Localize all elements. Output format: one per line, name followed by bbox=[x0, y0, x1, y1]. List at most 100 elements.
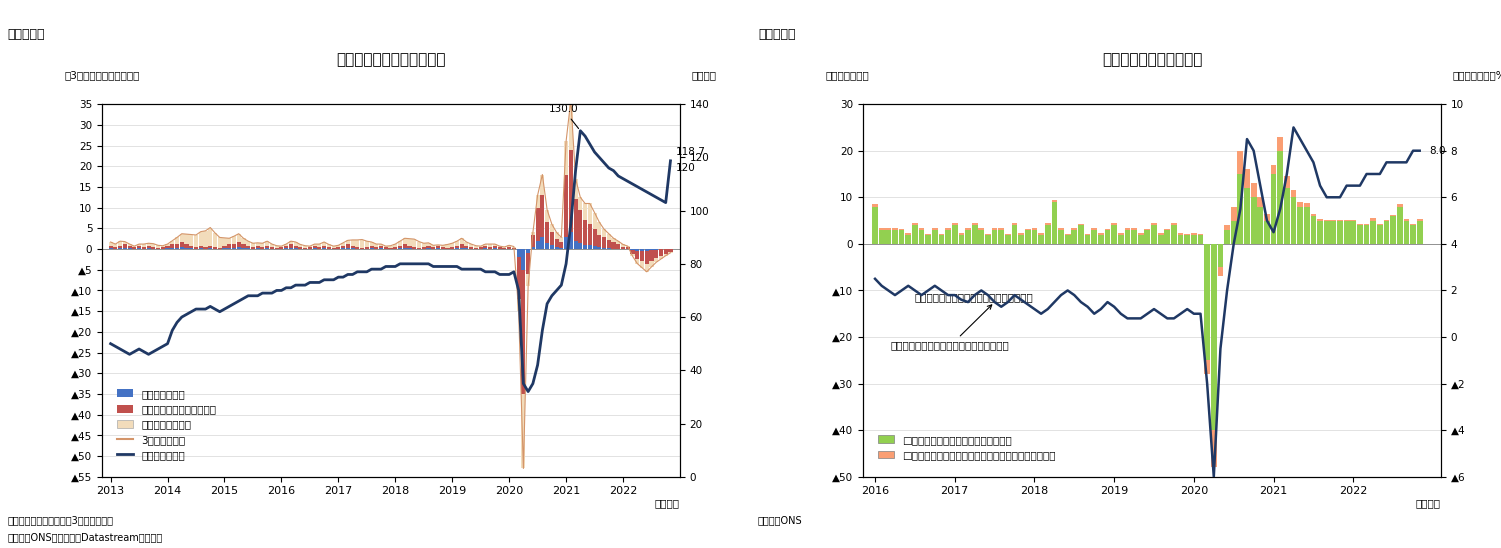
Bar bbox=[369, 242, 374, 246]
Bar bbox=[1132, 227, 1136, 230]
Bar bbox=[545, 243, 549, 249]
Bar bbox=[1376, 224, 1382, 225]
Bar bbox=[384, 247, 387, 249]
Bar bbox=[422, 243, 426, 247]
Bar bbox=[1225, 225, 1229, 230]
Bar bbox=[327, 244, 330, 247]
Bar bbox=[1124, 227, 1130, 230]
Bar bbox=[407, 246, 411, 248]
Bar bbox=[545, 222, 549, 243]
Bar bbox=[588, 224, 591, 245]
Bar bbox=[1165, 229, 1171, 230]
Bar bbox=[147, 243, 150, 246]
Bar bbox=[630, 250, 635, 254]
Bar bbox=[384, 246, 387, 247]
Bar bbox=[611, 242, 615, 249]
Bar bbox=[242, 238, 246, 244]
Bar bbox=[905, 235, 911, 244]
Bar bbox=[1277, 136, 1283, 151]
Bar bbox=[279, 247, 284, 249]
Bar bbox=[639, 261, 644, 267]
Bar bbox=[222, 238, 227, 246]
Bar bbox=[540, 195, 545, 237]
Bar bbox=[161, 247, 165, 249]
Bar bbox=[176, 237, 179, 244]
Bar bbox=[233, 244, 236, 248]
Bar bbox=[1072, 230, 1078, 244]
Bar bbox=[1124, 230, 1130, 244]
Bar bbox=[251, 247, 255, 249]
Bar bbox=[1178, 233, 1183, 235]
Bar bbox=[483, 248, 488, 249]
Bar bbox=[341, 248, 345, 249]
Bar bbox=[521, 249, 525, 270]
Bar bbox=[1184, 233, 1190, 235]
Bar bbox=[260, 243, 264, 247]
Bar bbox=[108, 242, 113, 246]
Bar bbox=[654, 250, 659, 258]
Bar bbox=[913, 225, 917, 244]
Bar bbox=[227, 244, 231, 248]
Bar bbox=[1291, 190, 1297, 197]
Bar bbox=[932, 230, 938, 244]
Bar bbox=[525, 249, 530, 253]
Bar bbox=[1250, 197, 1256, 244]
Bar bbox=[545, 210, 549, 222]
Bar bbox=[1085, 235, 1090, 244]
Bar bbox=[1018, 235, 1024, 244]
Bar bbox=[645, 264, 648, 272]
Bar bbox=[455, 248, 459, 249]
Bar bbox=[498, 246, 501, 247]
Bar bbox=[327, 247, 330, 249]
Bar bbox=[919, 229, 925, 230]
Bar bbox=[242, 248, 246, 249]
Text: 給与取得者データの推移: 給与取得者データの推移 bbox=[1102, 52, 1202, 67]
Bar bbox=[242, 244, 246, 248]
Bar bbox=[516, 249, 521, 258]
Bar bbox=[578, 197, 582, 210]
Bar bbox=[369, 248, 374, 249]
Bar bbox=[905, 233, 911, 235]
Bar bbox=[137, 248, 141, 249]
Bar bbox=[650, 250, 653, 261]
Bar bbox=[123, 248, 128, 249]
Bar bbox=[1190, 235, 1196, 244]
Bar bbox=[426, 243, 431, 246]
Bar bbox=[1283, 176, 1289, 188]
Bar bbox=[512, 247, 516, 248]
Bar bbox=[549, 245, 554, 249]
Bar bbox=[351, 246, 354, 248]
Bar bbox=[1072, 227, 1078, 230]
Bar bbox=[1171, 225, 1177, 244]
Bar bbox=[441, 246, 444, 247]
Bar bbox=[317, 244, 321, 247]
Bar bbox=[402, 244, 407, 248]
Bar bbox=[170, 241, 174, 244]
Bar bbox=[378, 248, 383, 249]
Bar bbox=[1370, 218, 1376, 220]
Bar bbox=[1357, 224, 1363, 225]
Bar bbox=[198, 248, 203, 249]
Bar bbox=[113, 247, 117, 249]
Bar bbox=[1012, 225, 1018, 244]
Bar bbox=[422, 247, 426, 249]
Bar bbox=[554, 239, 558, 247]
Bar bbox=[593, 213, 596, 229]
Bar bbox=[635, 249, 639, 251]
Bar bbox=[288, 241, 293, 244]
Bar bbox=[1118, 235, 1124, 244]
Bar bbox=[1058, 230, 1064, 244]
Bar bbox=[1364, 225, 1369, 244]
Bar bbox=[593, 229, 596, 246]
Text: （注）季節調整値、後方3か月移動平均: （注）季節調整値、後方3か月移動平均 bbox=[8, 515, 114, 526]
Bar bbox=[892, 229, 898, 230]
Bar bbox=[426, 246, 431, 248]
Bar bbox=[630, 249, 635, 250]
Bar bbox=[356, 240, 359, 247]
Text: 120: 120 bbox=[675, 163, 696, 173]
Bar bbox=[246, 248, 251, 249]
Bar bbox=[492, 244, 497, 246]
Bar bbox=[213, 233, 218, 247]
Bar bbox=[1291, 197, 1297, 244]
Bar bbox=[446, 248, 449, 249]
